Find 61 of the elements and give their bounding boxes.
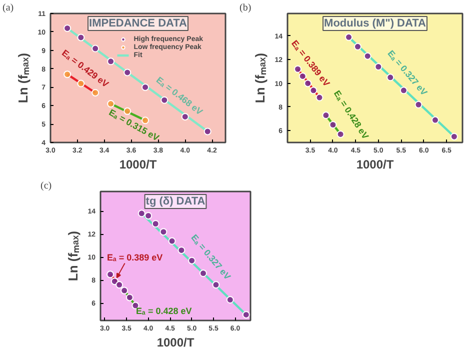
text: (a) bbox=[2, 2, 14, 14]
annotation: Eₐ = 0.428 eV bbox=[136, 306, 192, 316]
point bbox=[310, 86, 318, 94]
point bbox=[431, 116, 439, 124]
point bbox=[92, 89, 100, 96]
point bbox=[138, 210, 146, 218]
text: (b) bbox=[240, 2, 252, 14]
point bbox=[116, 281, 124, 289]
y-axis-title: Ln (fₘₐₓ) bbox=[66, 230, 81, 282]
point bbox=[204, 128, 212, 136]
point bbox=[126, 294, 134, 302]
point bbox=[294, 65, 302, 73]
point bbox=[364, 52, 372, 60]
point bbox=[160, 228, 168, 236]
point bbox=[199, 270, 207, 278]
point bbox=[107, 100, 115, 108]
point bbox=[77, 80, 85, 88]
point bbox=[124, 68, 132, 76]
point bbox=[322, 112, 330, 120]
point bbox=[450, 132, 458, 140]
point bbox=[106, 270, 114, 278]
point bbox=[120, 286, 128, 294]
point bbox=[354, 42, 362, 50]
point bbox=[124, 107, 132, 115]
point bbox=[142, 83, 150, 91]
point bbox=[374, 63, 382, 70]
point bbox=[188, 256, 196, 264]
point bbox=[107, 58, 115, 66]
point bbox=[414, 100, 422, 108]
point bbox=[181, 112, 189, 120]
text: (c) bbox=[40, 180, 52, 192]
annotation: Eₐ = 0.315 eV bbox=[107, 107, 161, 143]
point bbox=[304, 80, 312, 88]
point bbox=[329, 121, 337, 128]
point bbox=[242, 310, 250, 318]
point bbox=[160, 96, 168, 104]
chart-title: IMPEDANCE DATA bbox=[89, 18, 188, 30]
chart-title: tg (δ) DATA bbox=[146, 196, 206, 208]
point bbox=[168, 237, 176, 245]
point bbox=[386, 74, 394, 82]
chart-title: Modulus (M") DATA bbox=[324, 18, 426, 30]
point bbox=[92, 44, 100, 52]
point bbox=[212, 281, 220, 289]
x-axis-title: 1000/T bbox=[119, 158, 158, 172]
point bbox=[178, 246, 186, 254]
point bbox=[152, 220, 160, 228]
point bbox=[226, 296, 234, 304]
point bbox=[77, 34, 85, 42]
point bbox=[400, 86, 408, 94]
point bbox=[316, 94, 324, 102]
point bbox=[336, 130, 344, 138]
annotation: Eₐ = 0.389 eV bbox=[106, 252, 163, 263]
point bbox=[132, 302, 140, 310]
point bbox=[64, 70, 72, 78]
x-axis-title: 1000/T bbox=[156, 336, 195, 350]
point bbox=[144, 212, 152, 220]
point bbox=[345, 33, 353, 41]
x-axis-title: 1000/T bbox=[356, 158, 394, 172]
point bbox=[64, 24, 72, 32]
y-axis-title: Ln (fₘₐₓ) bbox=[252, 52, 268, 104]
y-axis-title: Ln (fₘₐₓ) bbox=[16, 52, 31, 104]
